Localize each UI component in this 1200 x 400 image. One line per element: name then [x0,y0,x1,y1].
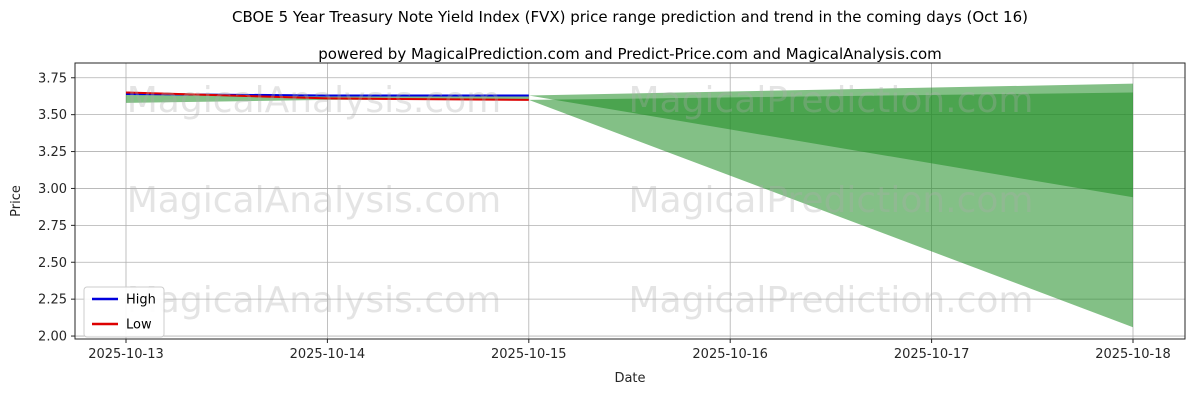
low-line [125,91,529,101]
x-tick-label: 2025-10-15 [491,347,567,362]
y-tick-label: 3.00 [38,182,67,197]
axes-layer: 2025-10-13 2025-10-14 2025-10-15 2025-10-16… [38,62,1186,362]
watermark-text: MagicalAnalysis.com [127,180,501,221]
x-axis-label: Date [614,371,645,386]
legend: High Low [83,286,165,338]
x-tick-label: 2025-10-14 [290,347,366,362]
chart-title: CBOE 5 Year Treasury Note Yield Index (F… [232,8,1028,26]
y-axis-label: Price [9,185,24,217]
chart-subtitle: powered by MagicalPrediction.com and Pre… [318,45,942,63]
x-tick-label: 2025-10-16 [692,347,768,362]
watermark-text: MagicalPrediction.com [629,80,1034,121]
x-tick-label: 2025-10-17 [894,347,970,362]
prediction-bands-layer [126,83,1133,328]
y-tick-label: 3.50 [38,108,67,123]
x-tick-label: 2025-10-18 [1095,347,1171,362]
y-tick-label: 2.00 [38,330,67,345]
y-tick-label: 3.75 [38,71,67,86]
y-tick-label: 3.25 [38,145,67,160]
y-tick-label: 2.75 [38,219,67,234]
x-tick-label: 2025-10-13 [88,347,164,362]
watermark-text: MagicalAnalysis.com [127,80,501,121]
watermark-layer: MagicalAnalysis.com MagicalPrediction.com… [127,80,1034,321]
watermark-text: MagicalPrediction.com [629,180,1034,221]
predicted-low-range-band [528,92,1133,328]
plot-border [74,62,1186,340]
legend-label-low: Low [126,318,152,333]
y-tick-label: 2.50 [38,256,67,271]
watermark-text: MagicalAnalysis.com [127,280,501,321]
series-lines-layer [125,91,529,101]
legend-label-high: High [126,293,156,308]
y-tick-label: 2.25 [38,293,67,308]
watermark-text: MagicalPrediction.com [629,280,1034,321]
